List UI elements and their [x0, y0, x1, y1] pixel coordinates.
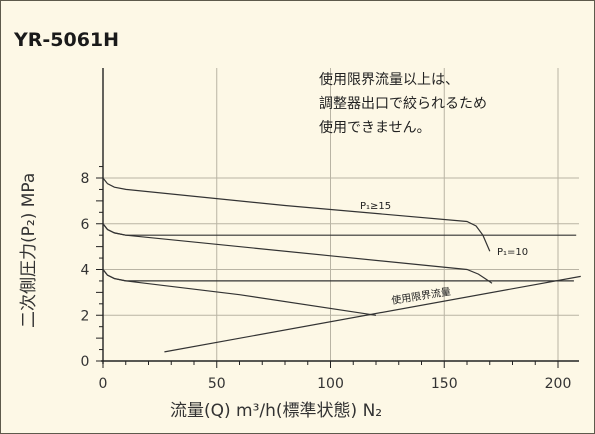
y-tick-label: 6: [81, 217, 90, 233]
series-line-3: [102, 223, 493, 284]
series-label-p1-10: P₁=10: [497, 247, 528, 258]
x-tick-label: 200: [545, 376, 572, 392]
x-tick-label: 100: [317, 376, 344, 392]
limit-line: [164, 275, 581, 353]
y-tick-label: 8: [81, 171, 90, 187]
y-tick-label: 4: [81, 263, 90, 279]
y-tick-label: 0: [81, 354, 90, 370]
series-label-p1-15: P₁≥15: [360, 201, 391, 212]
x-tick-label: 0: [99, 376, 108, 392]
limit-line-label: 使用限界流量: [390, 285, 451, 307]
series-line-5: [102, 269, 377, 316]
x-axis-label: 流量(Q) m³/h(標準状態) N₂: [170, 401, 382, 421]
y-tick-label: 2: [81, 308, 90, 324]
series-line-1: [102, 177, 491, 252]
axes: 0 2 4 6 8 0 50 100 150 200: [81, 68, 579, 392]
series-line-4: [102, 269, 574, 282]
x-tick-label: 150: [431, 376, 458, 392]
annotation-line: 使用できません。: [319, 119, 431, 136]
grid: [103, 68, 579, 361]
annotation-line: 使用限界流量以上は、: [319, 71, 459, 88]
series-line-2: [102, 223, 577, 236]
annotation-line: 調整器出口で絞られるため: [319, 96, 487, 112]
x-tick-label: 50: [208, 376, 226, 392]
series-group: [102, 177, 581, 353]
chart-title: YR-5061H: [13, 29, 119, 51]
y-axis-label: 二次側圧力(P₂) MPa: [19, 173, 39, 328]
